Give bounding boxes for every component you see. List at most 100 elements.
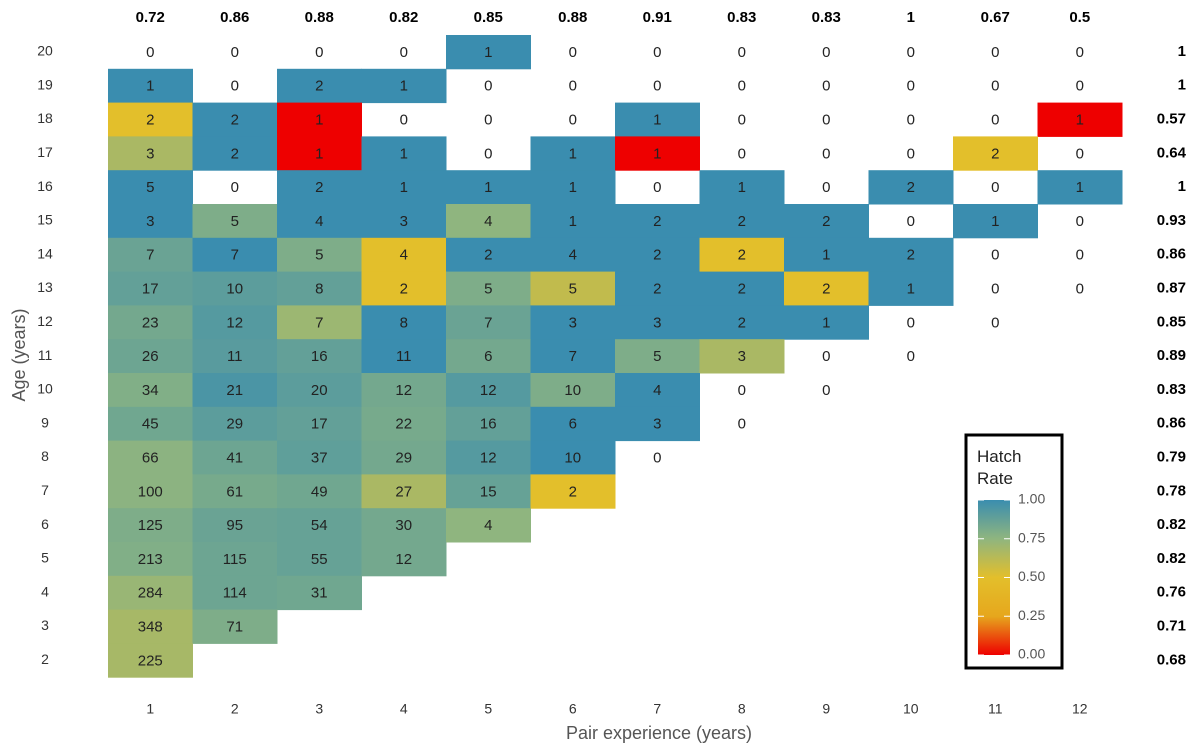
cell-count: 1 [400,145,408,162]
cell-count: 5 [146,179,154,196]
cell-count: 1 [653,111,661,128]
cell-count: 22 [395,416,412,433]
heat-cell [615,271,700,306]
y-tick-label: 6 [41,516,49,532]
heat-cell [277,136,362,171]
cell-count: 0 [822,44,830,61]
cell-count: 0 [738,145,746,162]
y-tick-label: 14 [37,245,53,261]
y-tick-label: 18 [37,110,53,126]
cell-count: 0 [991,78,999,95]
cell-count: 0 [1076,145,1084,162]
y-tick-label: 2 [41,651,49,667]
cell-count: 115 [223,551,247,568]
heat-cell [615,339,700,374]
heat-cell [615,237,700,273]
heat-cell [615,102,700,137]
column-rate: 1 [907,9,915,26]
cell-count: 66 [142,449,159,466]
y-tick-label: 20 [37,43,53,59]
cell-count: 2 [738,213,746,230]
cell-count: 0 [822,179,830,196]
heat-cell [277,575,362,611]
y-tick-label: 13 [37,279,53,295]
heat-cell [699,339,785,374]
cell-count: 2 [653,213,661,230]
cell-count: 284 [138,585,163,602]
column-rate: 0.88 [558,9,587,26]
cell-count: 6 [569,416,577,433]
cell-count: 29 [226,416,243,433]
y-tick-label: 4 [41,583,49,599]
cell-count: 34 [142,382,159,399]
x-tick-label: 4 [400,701,408,717]
row-rate: 0.78 [1157,482,1186,499]
heat-cell [108,170,193,205]
heat-cell [699,204,785,239]
heat-cell [108,204,193,239]
heat-cell [446,170,531,205]
y-tick-label: 16 [37,178,53,194]
cell-count: 12 [395,382,412,399]
heat-cell [108,68,193,104]
cell-count: 0 [822,111,830,128]
heat-cell [277,204,362,239]
cell-count: 100 [138,483,163,500]
heat-cell [530,170,616,205]
heat-cell [446,373,531,408]
cell-count: 0 [1076,44,1084,61]
row-rate: 0.71 [1157,617,1186,634]
y-tick-label: 17 [37,144,53,160]
row-rate: 0.64 [1157,144,1187,161]
heat-cell [446,305,531,340]
cell-count: 0 [653,449,661,466]
y-tick-label: 3 [41,617,49,633]
x-tick-label: 7 [653,701,661,717]
cell-count: 2 [738,280,746,297]
cell-count: 225 [138,652,163,669]
cell-count: 1 [315,145,323,162]
cell-count: 16 [480,416,497,433]
heat-cell [615,373,700,408]
heat-cell [192,305,278,340]
cell-count: 0 [991,44,999,61]
heat-cell [192,575,278,611]
heat-cell [784,271,869,306]
heat-cell [530,271,616,306]
cell-count: 0 [991,111,999,128]
y-tick-label: 11 [38,347,53,363]
heat-cell [530,136,616,171]
heat-cell [446,35,531,70]
column-rate: 0.83 [727,9,756,26]
cell-count: 7 [315,314,323,331]
heat-cell [192,542,278,577]
cell-count: 0 [231,44,239,61]
y-tick-label: 10 [37,381,53,397]
cell-count: 3 [738,348,746,365]
cell-count: 49 [311,483,328,500]
heat-cell [784,237,869,273]
cell-count: 0 [738,44,746,61]
cell-count: 2 [653,280,661,297]
cell-count: 0 [907,314,915,331]
heat-cell [192,474,278,509]
cell-count: 20 [311,382,328,399]
cell-count: 2 [738,247,746,264]
heat-cell [277,68,362,104]
cell-count: 2 [738,314,746,331]
heat-cell [361,542,447,577]
cell-count: 4 [400,247,408,264]
cell-count: 8 [400,314,408,331]
heat-cell [446,508,531,543]
cell-count: 4 [653,382,661,399]
cell-count: 5 [569,280,577,297]
heat-cell [108,305,193,340]
row-rate: 0.76 [1157,584,1186,601]
heat-cell [361,406,447,442]
cell-count: 17 [142,280,159,297]
cell-count: 3 [569,314,577,331]
heat-cell [361,508,447,543]
cell-count: 0 [822,348,830,365]
heat-cell [192,136,278,171]
